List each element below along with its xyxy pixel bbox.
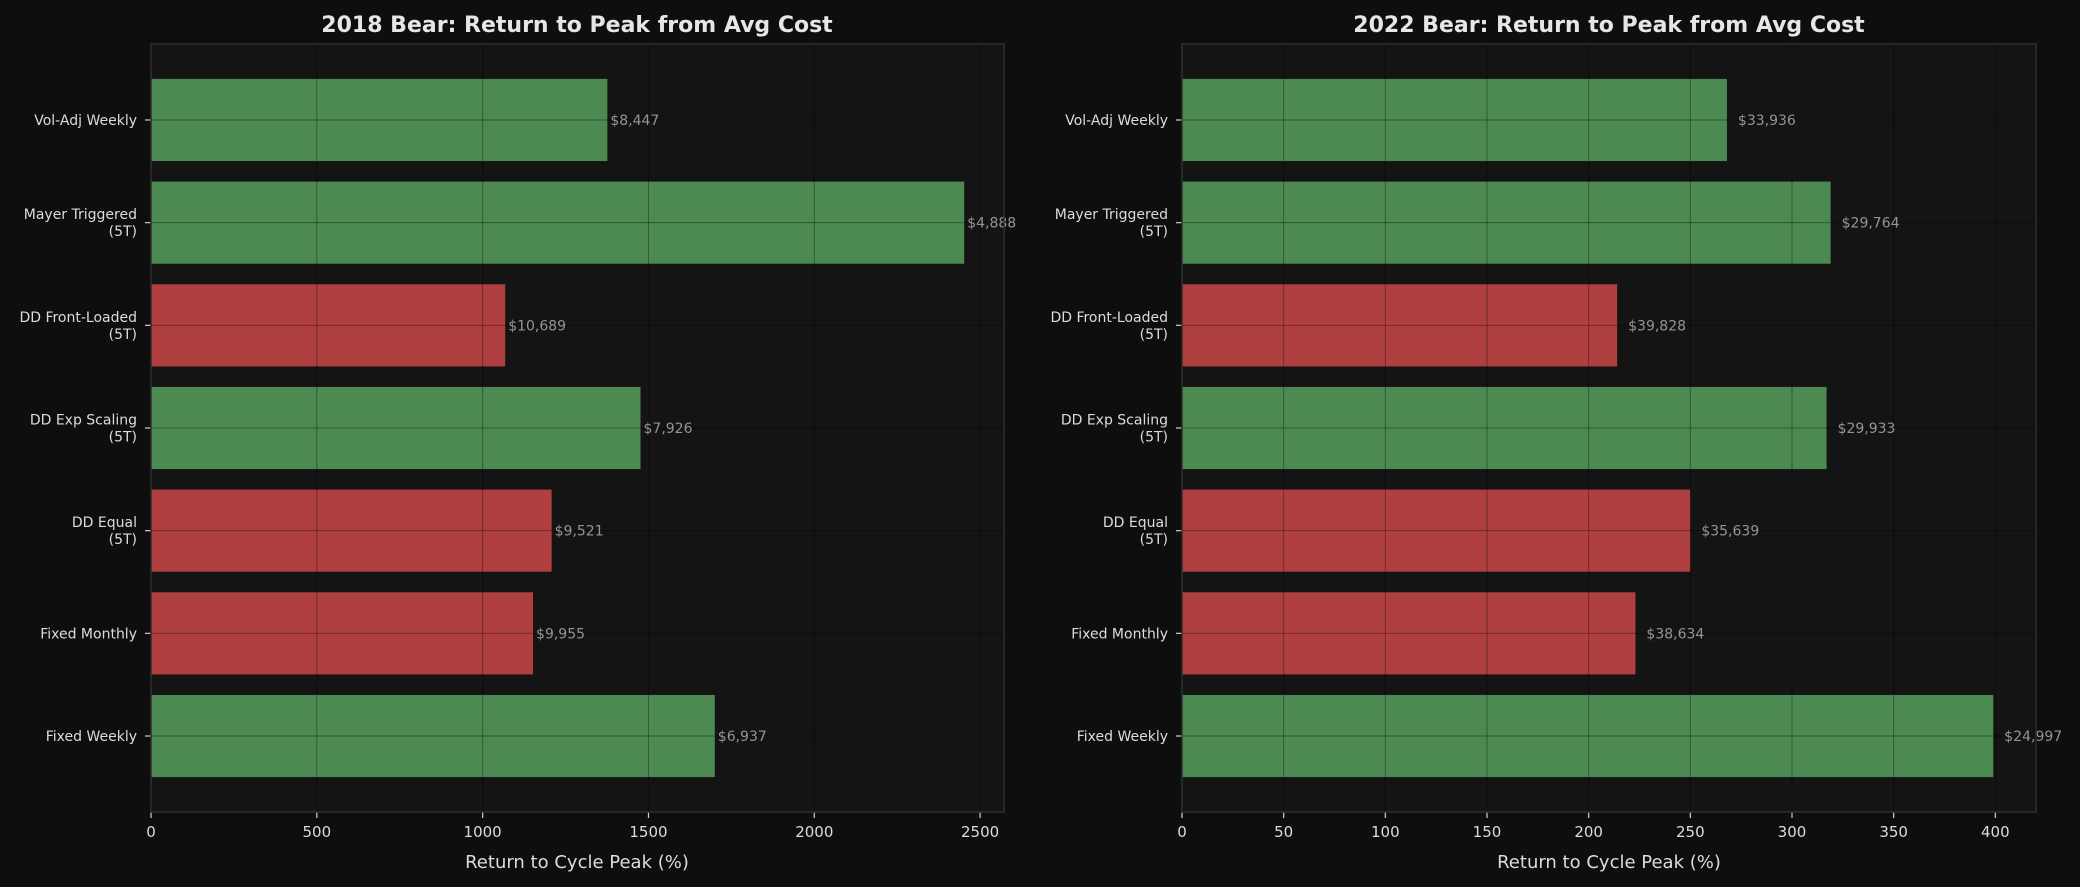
chart-title: 2022 Bear: Return to Peak from Avg Cost xyxy=(1353,13,1865,38)
bar xyxy=(151,489,552,572)
y-tick-label: DD Exp Scaling (5T) xyxy=(1061,413,1168,446)
y-tick-label-line: Fixed Monthly xyxy=(40,626,137,642)
y-tick-label: DD Front-Loaded (5T) xyxy=(1050,310,1168,343)
bar xyxy=(151,694,715,778)
y-tick-label-line: DD Front-Loaded xyxy=(1050,310,1168,326)
y-tick-label: Vol-Adj Weekly xyxy=(1065,113,1168,129)
y-tick-label-line: (5T) xyxy=(109,532,137,548)
y-tick-label-line: Fixed Weekly xyxy=(46,729,137,745)
y-tick-label-line: DD Equal xyxy=(1103,515,1168,531)
x-tick-label: 100 xyxy=(1371,823,1400,841)
y-tick-label-line: (5T) xyxy=(1140,224,1168,240)
x-tick-label: 2500 xyxy=(961,823,999,841)
bar xyxy=(1182,694,1994,778)
x-tick-label: 500 xyxy=(303,823,332,841)
bar xyxy=(1182,284,1618,367)
x-axis-label: Return to Cycle Peak (%) xyxy=(465,852,689,873)
y-tick-label: Fixed Weekly xyxy=(1077,729,1168,745)
y-tick-label-line: (5T) xyxy=(1140,532,1168,548)
plot-frame xyxy=(1181,43,2037,813)
x-tick-label: 1000 xyxy=(464,823,502,841)
y-tick-label-line: DD Equal xyxy=(72,515,137,531)
y-tick-label-line: (5T) xyxy=(109,430,137,446)
data-label: $9,955 xyxy=(536,626,585,642)
data-label: $6,937 xyxy=(718,729,767,745)
data-label: $9,521 xyxy=(555,524,604,540)
y-tick-label-line: Mayer Triggered xyxy=(24,207,137,223)
bar xyxy=(1182,592,1636,675)
x-tick-label: 1500 xyxy=(629,823,667,841)
bar xyxy=(151,284,506,367)
y-tick-label: Fixed Weekly xyxy=(46,729,137,745)
bar xyxy=(151,592,534,675)
bar xyxy=(1182,181,1831,264)
data-label: $10,689 xyxy=(508,318,566,334)
x-tick-label: 350 xyxy=(1879,823,1908,841)
y-tick-label-line: (5T) xyxy=(1140,327,1168,343)
data-label: $29,764 xyxy=(1842,216,1900,232)
y-tick-label: Mayer Triggered (5T) xyxy=(1055,207,1168,240)
y-tick-label: Fixed Monthly xyxy=(40,626,137,642)
y-tick-label-line: Fixed Monthly xyxy=(1071,626,1168,642)
y-tick-label: DD Equal (5T) xyxy=(1103,515,1168,548)
y-tick-label-line: Fixed Weekly xyxy=(1077,729,1168,745)
chart-2022-bear: 0 50 100 150 200 250 300 350 400 Vol-Adj Weekly $3… xyxy=(1050,13,2062,873)
y-tick-label-line: Vol-Adj Weekly xyxy=(34,113,137,129)
y-tick-label-line: DD Exp Scaling xyxy=(1061,413,1168,429)
x-tick-label: 0 xyxy=(1177,823,1187,841)
y-tick-label: Vol-Adj Weekly xyxy=(34,113,137,129)
x-tick-label: 400 xyxy=(1981,823,2010,841)
data-label: $8,447 xyxy=(610,113,659,129)
y-tick-label: DD Front-Loaded (5T) xyxy=(19,310,137,343)
y-tick-label: Mayer Triggered (5T) xyxy=(24,207,137,240)
data-label: $24,997 xyxy=(2004,729,2062,745)
data-label: $39,828 xyxy=(1628,318,1686,334)
data-label: $38,634 xyxy=(1646,626,1704,642)
bar xyxy=(151,78,608,162)
x-tick-label: 50 xyxy=(1274,823,1293,841)
bar xyxy=(1182,489,1691,572)
y-tick-label-line: Mayer Triggered xyxy=(1055,207,1168,223)
bar xyxy=(1182,386,1827,470)
data-label: $29,933 xyxy=(1838,421,1896,437)
data-label: $35,639 xyxy=(1701,524,1759,540)
x-tick-label: 2000 xyxy=(795,823,833,841)
data-label: $4,888 xyxy=(967,216,1016,232)
bar xyxy=(1182,78,1727,162)
data-label: $33,936 xyxy=(1738,113,1796,129)
x-tick-label: 150 xyxy=(1473,823,1502,841)
y-tick-label-line: (5T) xyxy=(1140,430,1168,446)
y-tick-label: Fixed Monthly xyxy=(1071,626,1168,642)
plot-frame xyxy=(150,43,1005,813)
chart-title: 2018 Bear: Return to Peak from Avg Cost xyxy=(321,13,833,38)
y-tick-label-line: DD Front-Loaded xyxy=(19,310,137,326)
data-label: $7,926 xyxy=(644,421,693,437)
y-tick-label: DD Equal (5T) xyxy=(72,515,137,548)
x-tick-label: 0 xyxy=(146,823,156,841)
x-tick-label: 200 xyxy=(1574,823,1603,841)
bar xyxy=(151,386,641,470)
x-tick-label: 300 xyxy=(1778,823,1807,841)
y-tick-label-line: DD Exp Scaling xyxy=(30,413,137,429)
y-tick-label-line: (5T) xyxy=(109,327,137,343)
bar xyxy=(151,181,965,264)
y-tick-label: DD Exp Scaling (5T) xyxy=(30,413,137,446)
x-tick-label: 250 xyxy=(1676,823,1705,841)
x-axis-label: Return to Cycle Peak (%) xyxy=(1497,852,1721,873)
chart-2018-bear: 0 500 1000 1500 2000 2500 Vol-Adj Weekly $8,447… xyxy=(19,13,1016,873)
y-tick-label-line: Vol-Adj Weekly xyxy=(1065,113,1168,129)
y-tick-label-line: (5T) xyxy=(109,224,137,240)
